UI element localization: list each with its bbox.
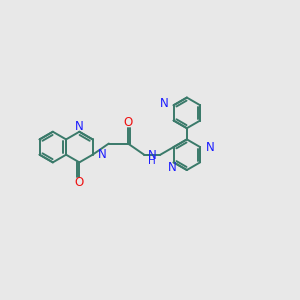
Text: N: N [168, 161, 176, 174]
Text: N: N [160, 97, 169, 110]
Text: N: N [148, 149, 157, 162]
Text: N: N [206, 141, 214, 154]
Text: H: H [148, 156, 156, 166]
Text: N: N [75, 120, 84, 133]
Text: O: O [75, 176, 84, 189]
Text: O: O [123, 116, 133, 129]
Text: N: N [98, 148, 107, 161]
